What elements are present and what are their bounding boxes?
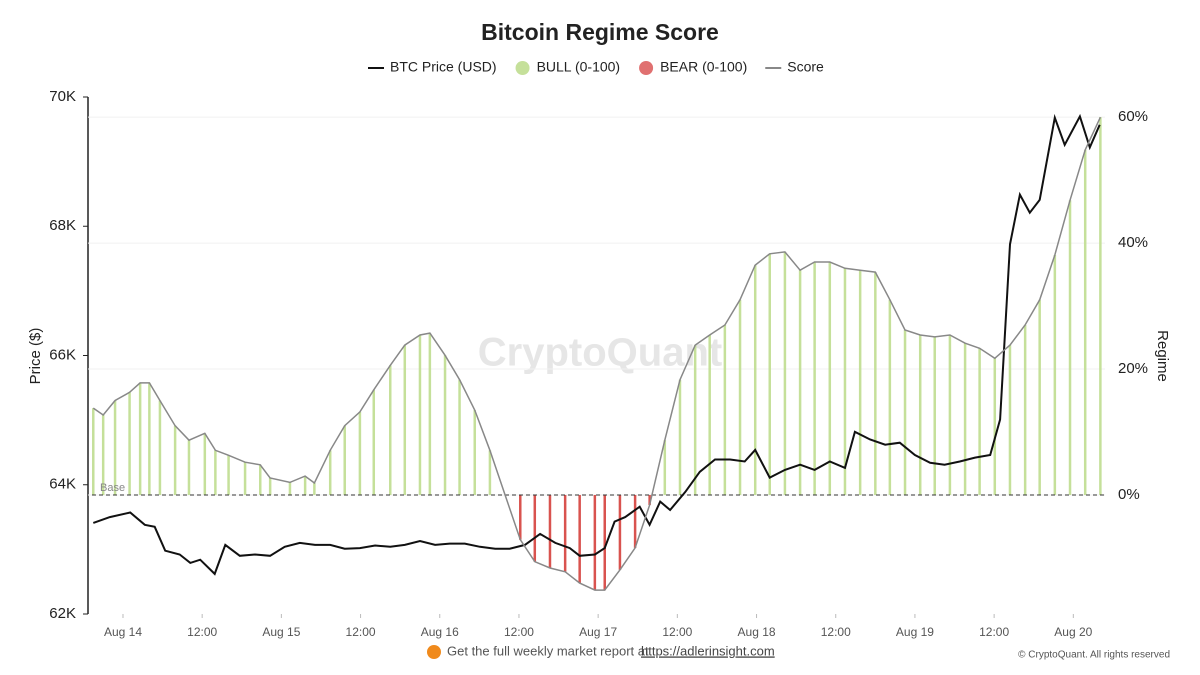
footer-link[interactable]: https://adlerinsight.com [641,643,775,658]
x-tick-label: Aug 17 [579,625,617,639]
x-tick-label: 12:00 [821,625,851,639]
legend-label: BEAR (0-100) [660,59,747,75]
copyright: © CryptoQuant. All rights reserved [1018,650,1170,661]
legend-swatch [515,61,530,75]
y2-tick-label: 40% [1118,234,1148,251]
x-tick-label: 12:00 [662,625,692,639]
y-tick-label: 68K [49,217,76,234]
footer-icon [427,645,441,659]
y-tick-label: 64K [49,476,76,493]
y-tick-label: 62K [49,605,76,622]
x-tick-label: Aug 15 [262,625,300,639]
footer-text: Get the full weekly market report at [447,643,649,658]
x-tick-label: Aug 14 [104,625,142,639]
y-tick-label: 66K [49,346,76,363]
y2-tick-label: 60% [1118,108,1148,125]
score-line [92,116,1102,591]
legend-label: BTC Price (USD) [390,59,497,75]
chart-title: Bitcoin Regime Score [481,19,719,45]
y2-tick-label: 20% [1118,360,1148,377]
y-tick-label: 70K [49,88,76,105]
legend-label: BULL (0-100) [537,59,621,75]
x-tick-label: Aug 16 [421,625,459,639]
legend-label: Score [787,59,824,75]
x-tick-label: 12:00 [187,625,217,639]
x-tick-label: Aug 19 [896,625,934,639]
x-tick-label: 12:00 [346,625,376,639]
price-line [92,113,1101,576]
x-tick-label: Aug 18 [738,625,776,639]
y2-axis-label: Regime [1154,330,1171,382]
legend-swatch [639,61,654,75]
watermark: CryptoQuant [478,331,722,375]
y-axis-label: Price ($) [27,328,44,385]
x-tick-label: 12:00 [504,625,534,639]
x-tick-label: Aug 20 [1054,625,1092,639]
y2-tick-label: 0% [1118,486,1140,503]
x-tick-label: 12:00 [979,625,1009,639]
baseline-label: Base [100,482,125,494]
